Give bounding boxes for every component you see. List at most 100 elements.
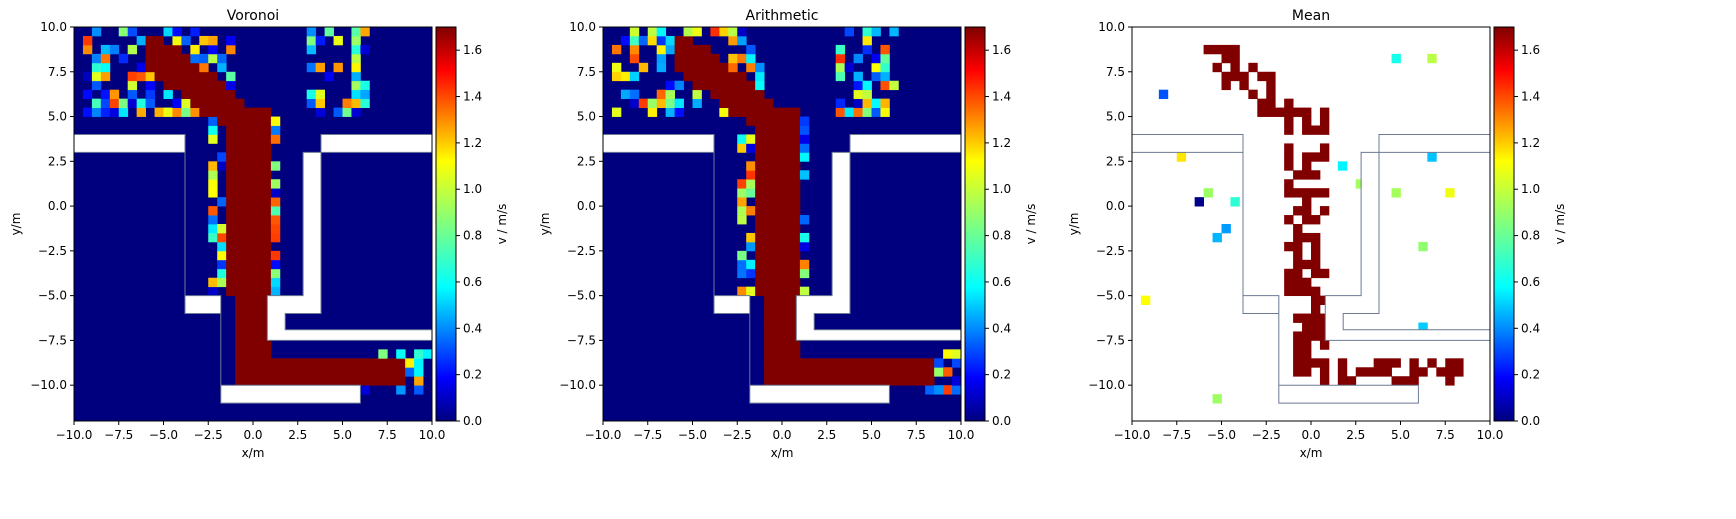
heat-cell [638,98,649,108]
heat-cell [880,367,890,377]
colorbar-tick-label: 1.2 [1521,136,1540,150]
heat-cell [853,107,863,117]
heat-cell [297,367,308,377]
colorbar-tick-label: 1.6 [1521,43,1540,57]
heat-cell [817,358,828,368]
heat-cell [253,250,263,261]
heat-cell [862,44,872,55]
y-tick-label: 2.5 [577,154,596,168]
heat-cell [270,116,281,126]
heat-cell [844,376,854,386]
heat-cell [387,358,397,368]
heat-cell [270,376,281,386]
heat-cell [782,268,792,279]
heat-cell [790,232,801,243]
heat-cell [235,107,245,117]
heat-cell [235,232,245,243]
colorbar-tick-label: 0.6 [463,275,482,289]
heat-cell [1427,358,1437,368]
heat-cell [261,250,272,261]
heat-cell [665,107,675,117]
heat-cell [898,376,908,386]
heat-cell [773,116,783,126]
heat-cell [790,197,801,207]
heat-cell [261,322,272,332]
heat-cell [235,259,245,270]
heat-cell [261,277,272,288]
heat-cell [270,268,281,279]
heat-cell [790,367,801,377]
heat-cell [181,107,191,117]
heat-cell [1391,53,1401,64]
heat-cell [952,385,962,395]
heat-cell [235,313,245,323]
heat-cell [1293,250,1303,261]
heat-cell [665,35,675,46]
heat-cell [782,161,792,171]
x-tick-label: −7.5 [1162,428,1191,442]
colorbar-tick-label: 1.0 [992,182,1011,196]
heat-cell [261,188,272,198]
heat-cell [755,268,765,279]
heat-cell [1293,313,1303,323]
heat-cell [764,286,774,297]
colorbar-tick-label: 1.4 [1521,90,1540,104]
heat-cell [790,295,801,305]
x-tick-label: 2.5 [817,428,836,442]
heat-cell [306,89,317,100]
heat-cell [270,125,281,135]
heat-cell [154,71,164,82]
heat-cell [799,268,810,279]
heat-cell [217,116,227,126]
heat-cell [773,152,783,162]
heat-cell [746,179,756,189]
heat-cell [782,313,792,323]
heat-cell [145,53,155,64]
heat-cell [100,98,111,108]
heat-cell [217,259,227,270]
heat-cell [746,286,756,297]
heat-cell [782,331,792,341]
heat-cell [755,143,765,153]
heat-cell [701,44,711,55]
heat-cell [844,358,854,368]
heat-cell [226,197,236,207]
heat-cell [351,44,361,55]
heat-cell [853,89,863,100]
heat-cell [629,71,640,82]
heat-cell [764,116,774,126]
heat-cell [925,367,935,377]
heat-cell [360,367,370,377]
heat-cell [773,224,783,234]
heat-cell [746,80,756,91]
heat-cell [782,277,792,288]
heat-cell [333,367,343,377]
heat-cell [719,71,729,82]
heat-cell [261,197,272,207]
heat-cell [683,71,693,82]
heat-cell [719,89,729,100]
heat-cell [737,206,747,216]
heat-cell [674,62,684,73]
heat-cell [1266,107,1276,117]
heat-cell [226,241,236,252]
y-tick-label: 10.0 [569,20,596,34]
heat-cell [270,286,281,297]
heat-cell [235,268,245,279]
heat-cell [782,125,792,135]
colorbar-tick-label: 0.8 [1521,229,1540,243]
heat-cell [306,62,317,73]
y-tick-label: −10.0 [1088,378,1125,392]
heat-cell [1248,62,1258,73]
heat-cell [1248,89,1258,100]
heat-cell [396,376,406,386]
heat-cell [1319,340,1330,350]
heat-cell [1319,358,1330,368]
heat-cell [889,376,899,386]
heat-cell [862,80,872,91]
heat-cell [208,179,218,189]
heat-cell [82,107,93,117]
heat-cell [656,89,667,100]
heat-cell [190,107,200,117]
heat-cell [1302,206,1312,216]
